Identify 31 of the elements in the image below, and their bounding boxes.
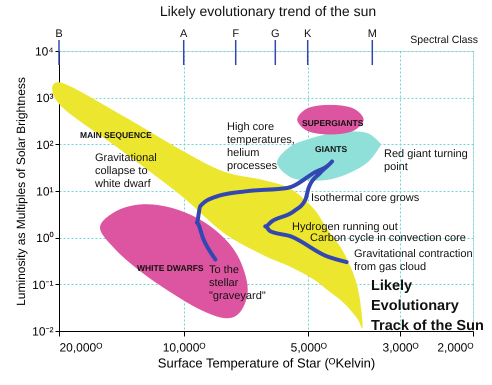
- y-tick-label: 10⁴: [34, 44, 54, 58]
- x-tick-label: 5,000ᴼ: [290, 340, 327, 354]
- text: B: [55, 28, 63, 40]
- text: Spectral Class: [410, 34, 478, 46]
- y-tick-label: 10⁻¹: [32, 278, 54, 292]
- annotation: Red giant turning point: [384, 148, 468, 173]
- y-tick-label: 10⁰: [36, 231, 54, 246]
- annotation: Gravitational contraction from gas cloud: [354, 248, 473, 273]
- annotation: Likely Evolutionary Track of the Sun: [371, 278, 484, 334]
- x-tick-label: 2,000ᴼ: [437, 340, 474, 354]
- series-label: SUPERGIANTS: [302, 118, 364, 128]
- text: G: [271, 28, 280, 40]
- annotation: High core temperatures, helium processes: [227, 121, 295, 172]
- annotation: Isothermal core grows: [311, 192, 420, 204]
- text: F: [232, 28, 240, 40]
- x-tick-label: 10,000ᴼ: [162, 340, 206, 354]
- text: K: [304, 28, 312, 40]
- x-axis-title: Surface Temperature of Star (ᴼKelvin): [158, 356, 376, 370]
- series-label: MAIN SEQUENCE: [80, 130, 152, 140]
- y-tick-label: 10⁻²: [32, 324, 54, 338]
- chart-title: Likely evolutionary trend of the sun: [160, 3, 376, 19]
- x-tick-label: 3,000ᴼ: [382, 340, 419, 354]
- x-tick-label: 20,000ᴼ: [60, 340, 102, 354]
- series-label: WHITE DWARFS: [137, 263, 204, 273]
- text: A: [180, 28, 188, 40]
- text: M: [368, 28, 377, 40]
- y-tick-label: 10²: [36, 138, 54, 152]
- y-tick-label: 10³: [36, 91, 54, 106]
- y-axis-title: Luminosity as Multiples of Solar Brightness: [14, 77, 28, 306]
- series-label: GIANTS: [315, 144, 348, 154]
- y-tick-label: 10¹: [36, 184, 54, 198]
